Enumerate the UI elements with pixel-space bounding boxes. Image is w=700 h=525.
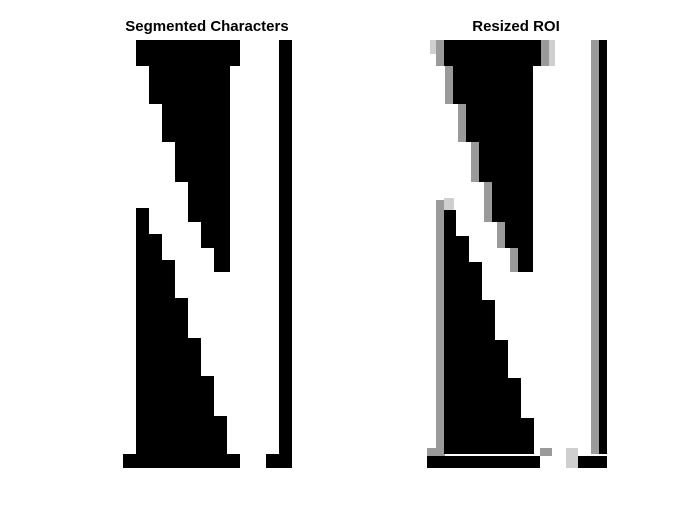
right-panel-title: Resized ROI: [472, 18, 560, 35]
pixel-block: [201, 376, 214, 454]
pixel-block: [149, 66, 230, 104]
pixel-block: [162, 260, 175, 454]
pixel-block: [279, 40, 292, 454]
pixel-block: [175, 142, 230, 182]
left-panel-title: Segmented Characters: [125, 18, 289, 35]
pixel-block: [136, 208, 149, 454]
pixel-block: [214, 248, 230, 272]
pixel-block: [123, 454, 240, 468]
pixel-block: [201, 222, 230, 248]
pixel-block: [162, 104, 230, 142]
pixel-block: [188, 338, 201, 454]
pixel-block: [149, 234, 162, 454]
pixel-block: [175, 298, 188, 454]
segmented-character-pixels: [123, 40, 292, 468]
pixel-block: [214, 416, 227, 454]
pixel-block: [188, 182, 230, 222]
pixel-block: [136, 40, 240, 66]
pixel-block: [266, 454, 292, 468]
